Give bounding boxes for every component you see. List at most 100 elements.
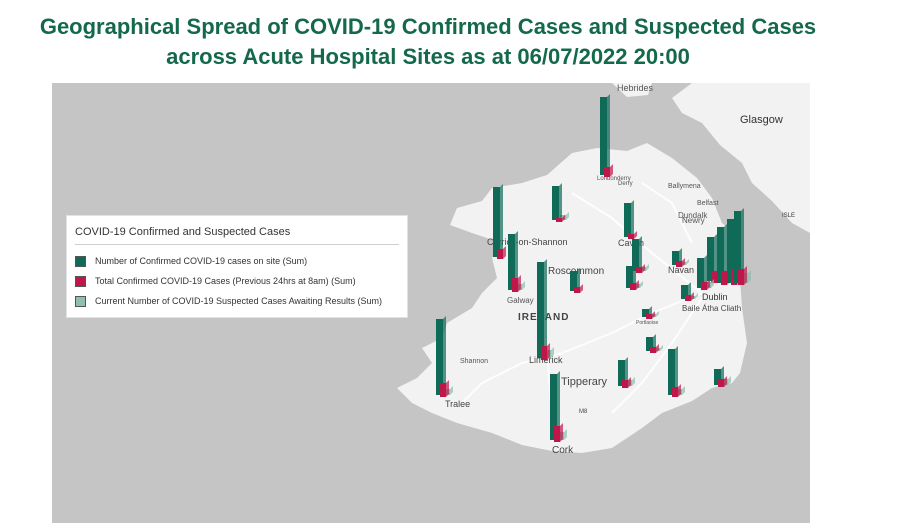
site-11-previous24-bar-side: [628, 377, 631, 388]
site-14-suspected-bar-side: [660, 345, 663, 351]
label-isle: ISLE: [782, 213, 795, 219]
site-12-confirmed-bar: [668, 349, 675, 395]
site-8-confirmed-bar: [632, 239, 639, 271]
site-4-confirmed-bar-side: [515, 231, 518, 290]
scotland-land: [672, 83, 810, 233]
site-17-confirmed-bar-side: [679, 248, 682, 265]
site-2-confirmed-bar-side: [559, 183, 562, 220]
site-22-previous24-bar: [701, 282, 707, 290]
label-newry: Newry: [682, 216, 705, 225]
site-4-suspected-bar-side: [522, 281, 525, 290]
site-15-confirmed-bar: [642, 309, 649, 317]
site-7-confirmed-bar: [626, 266, 633, 288]
site-4-previous24-bar-side: [518, 275, 521, 292]
label-londonderry: Londonderry: [597, 176, 631, 182]
site-15-suspected-bar-side: [656, 311, 659, 317]
legend-swatch-previous24: [75, 275, 86, 287]
legend-item-previous24: Total Confirmed COVID-19 Cases (Previous…: [75, 271, 399, 291]
site-21-confirmed-bar-side: [741, 208, 744, 283]
site-16-confirmed-bar-side: [688, 282, 691, 299]
site-12-confirmed-bar-side: [675, 346, 678, 395]
site-2-previous24-bar-side: [562, 215, 565, 222]
label-shannon: Shannon: [460, 358, 488, 365]
site-2-confirmed-bar: [552, 186, 559, 220]
site-14-confirmed-bar: [646, 337, 653, 351]
site-7-suspected-bar-side: [640, 281, 643, 288]
site-5-confirmed-bar-side: [544, 259, 547, 358]
site-14-confirmed-bar-side: [653, 334, 656, 351]
map-svg[interactable]: Hebrides Glasgow Londonderry Derry Bally…: [52, 83, 810, 523]
site-17-previous24-bar: [676, 261, 682, 267]
site-13-confirmed-bar: [714, 369, 721, 385]
site-8-previous24-bar-side: [642, 264, 645, 273]
site-8-previous24-bar: [636, 267, 642, 273]
site-20-confirmed-bar: [727, 219, 734, 283]
site-11-previous24-bar: [622, 380, 628, 388]
legend-swatch-suspected: [75, 295, 86, 307]
label-tralee: Tralee: [445, 399, 470, 409]
site-17-suspected-bar-side: [686, 259, 689, 265]
site-17-previous24-bar-side: [682, 258, 685, 267]
map-canvas[interactable]: Hebrides Glasgow Londonderry Derry Bally…: [52, 83, 810, 523]
legend-item-confirmed: Number of Confirmed COVID-19 cases on si…: [75, 251, 399, 271]
label-baile: Baile Átha Cliath: [682, 304, 741, 313]
site-10-suspected-bar-side: [564, 429, 567, 440]
site-9-previous24-bar-side: [446, 380, 449, 397]
site-1-previous24-bar-side: [503, 246, 506, 259]
site-5-previous24-bar-side: [547, 343, 550, 360]
site-13-previous24-bar: [718, 379, 724, 387]
site-1-confirmed-bar: [493, 187, 500, 257]
site-10-previous24-bar: [554, 426, 560, 442]
site-14-previous24-bar: [650, 347, 656, 353]
site-12-previous24-bar: [672, 387, 678, 397]
site-4-confirmed-bar: [508, 234, 515, 290]
label-cork: Cork: [552, 445, 574, 456]
site-11-confirmed-bar-side: [625, 357, 628, 386]
label-dublin: Dublin: [702, 292, 728, 302]
site-19-confirmed-bar: [717, 227, 724, 283]
site-17-confirmed-bar: [672, 251, 679, 265]
site-21-previous24-bar: [738, 269, 744, 285]
site-12-suspected-bar-side: [682, 386, 685, 395]
hospital-bars: [436, 94, 751, 442]
site-3-confirmed-bar: [624, 203, 631, 237]
site-1-previous24-bar: [497, 249, 503, 259]
site-11-suspected-bar-side: [632, 377, 635, 386]
legend: COVID-19 Confirmed and Suspected Cases N…: [66, 215, 408, 318]
site-10-confirmed-bar-side: [557, 371, 560, 440]
title-line-1: Geographical Spread of COVID-19 Confirme…: [39, 14, 817, 39]
site-3-previous24-bar-side: [634, 231, 637, 239]
site-8-suspected-bar-side: [646, 264, 649, 271]
legend-swatch-confirmed: [75, 255, 86, 267]
site-3-previous24-bar: [628, 234, 634, 239]
site-8-confirmed-bar-side: [639, 236, 642, 271]
site-14-previous24-bar-side: [656, 344, 659, 353]
scottish-island: [612, 83, 652, 97]
label-glasgow: Glasgow: [740, 114, 783, 126]
site-0-previous24-bar: [604, 167, 610, 177]
site-22-confirmed-bar: [697, 258, 704, 288]
legend-label-previous24: Total Confirmed COVID-19 Cases (Previous…: [95, 276, 356, 286]
label-cavan: Cavan: [618, 238, 644, 248]
label-dundalk: Dundalk: [678, 211, 708, 220]
site-18-previous24-bar: [711, 271, 717, 283]
site-9-confirmed-bar: [436, 319, 443, 395]
site-2-previous24-bar: [556, 218, 562, 222]
site-16-confirmed-bar: [681, 285, 688, 299]
site-7-previous24-bar-side: [636, 280, 639, 290]
legend-label-confirmed: Number of Confirmed COVID-19 cases on si…: [95, 256, 308, 266]
site-9-suspected-bar-side: [450, 386, 453, 395]
ireland-land: [397, 143, 747, 453]
site-19-confirmed-bar-side: [724, 224, 727, 283]
site-21-previous24-bar-side: [744, 266, 747, 285]
legend-title: COVID-19 Confirmed and Suspected Cases: [75, 226, 399, 245]
site-5-suspected-bar-side: [551, 347, 554, 358]
site-21-suspected-bar-side: [748, 270, 751, 283]
site-6-previous24-bar-side: [580, 284, 583, 293]
site-22-suspected-bar-side: [711, 279, 714, 288]
site-0-confirmed-bar-side: [607, 94, 610, 175]
site-5-confirmed-bar: [537, 262, 544, 358]
site-22-previous24-bar-side: [707, 279, 710, 290]
site-13-suspected-bar-side: [728, 376, 731, 385]
site-11-confirmed-bar: [618, 360, 625, 386]
